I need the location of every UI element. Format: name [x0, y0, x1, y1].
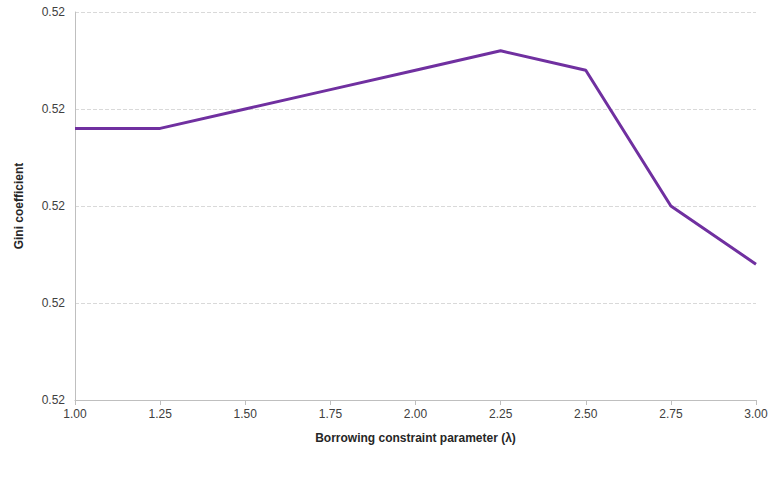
svg-text:1.75: 1.75: [319, 407, 343, 421]
svg-text:1.50: 1.50: [234, 407, 258, 421]
svg-text:0.52: 0.52: [42, 5, 66, 19]
svg-text:2.50: 2.50: [574, 407, 598, 421]
svg-text:1.00: 1.00: [63, 407, 87, 421]
svg-text:Borrowing constraint parameter: Borrowing constraint parameter (λ): [315, 431, 516, 445]
svg-text:0.52: 0.52: [42, 393, 66, 407]
svg-text:2.25: 2.25: [489, 407, 513, 421]
svg-text:1.25: 1.25: [148, 407, 172, 421]
svg-text:3.00: 3.00: [744, 407, 768, 421]
svg-text:0.52: 0.52: [42, 199, 66, 213]
svg-text:2.00: 2.00: [404, 407, 428, 421]
svg-text:2.75: 2.75: [659, 407, 683, 421]
svg-text:0.52: 0.52: [42, 102, 66, 116]
svg-text:Gini coefficient: Gini coefficient: [12, 163, 26, 250]
svg-text:0.52: 0.52: [42, 296, 66, 310]
